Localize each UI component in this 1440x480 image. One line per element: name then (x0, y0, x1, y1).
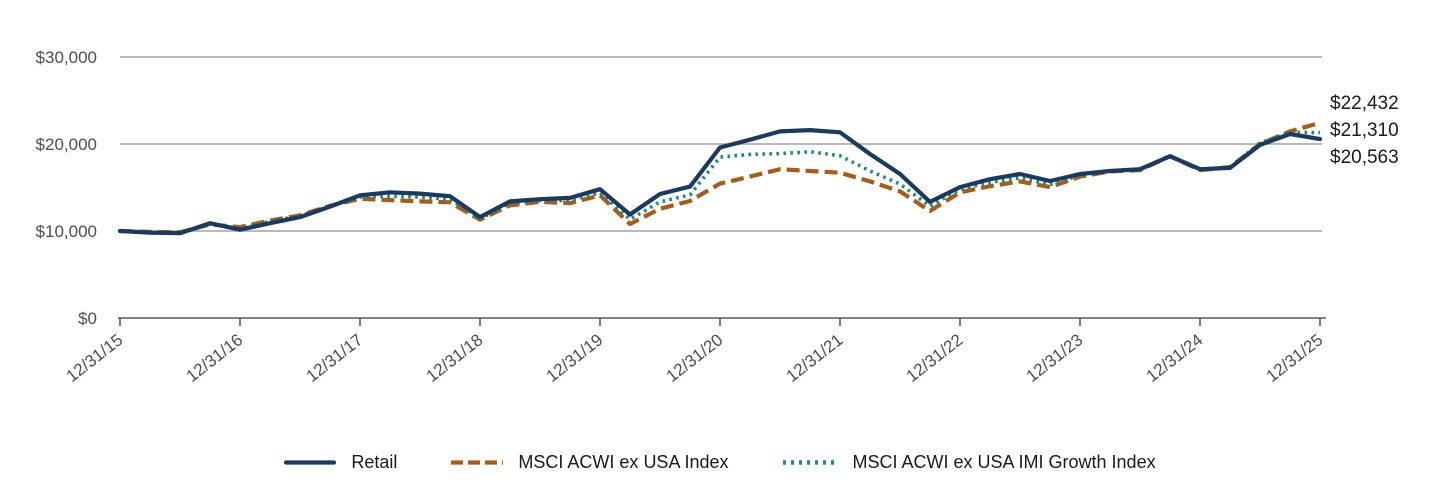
legend-label-retail: Retail (351, 451, 398, 472)
x-axis-tick-label: 12/31/21 (783, 330, 847, 386)
gridlines (120, 56, 1322, 232)
x-axis-tick-label: 12/31/18 (423, 330, 487, 386)
axis-labels: $0 $10,000 $20,000 $30,000 12/31/15 12/31/16 1… (36, 48, 1327, 386)
x-axis-tick-label: 12/31/19 (543, 330, 607, 386)
y-axis-tick-label: $20,000 (36, 135, 97, 154)
msci-acwi-ex-usa-index-line-swatch (451, 459, 504, 465)
msci-acwi-ex-usa-imi-growth-index-line-swatch (782, 459, 838, 465)
end-value-retail: $20,563 (1330, 147, 1399, 168)
end-value-msci-acwi-ex-usa-index: $22,432 (1330, 93, 1399, 114)
legend-label-msci-acwi-ex-usa-imi-growth-index: MSCI ACWI ex USA IMI Growth Index (852, 451, 1156, 472)
y-axis-tick-label: $30,000 (36, 48, 97, 67)
x-axis-tick-label: 12/31/24 (1143, 330, 1207, 386)
legend-label-msci-acwi-ex-usa-index: MSCI ACWI ex USA Index (518, 451, 729, 472)
x-axis-tick-label: 12/31/15 (63, 330, 127, 386)
chart-legend: Retail MSCI ACWI ex USA Index MSCI ACWI … (0, 446, 1440, 478)
x-axis-tick-label: 12/31/22 (903, 330, 967, 386)
end-value-msci-acwi-ex-usa-imi-growth-index: $21,310 (1330, 120, 1399, 141)
legend-item-msci-acwi-ex-usa-index: MSCI ACWI ex USA Index (451, 451, 729, 473)
x-axis-tick-label: 12/31/17 (303, 330, 367, 386)
chart-canvas: $0 $10,000 $20,000 $30,000 12/31/15 12/31/16 1… (36, 48, 1327, 386)
x-axis-tick-label: 12/31/16 (183, 330, 247, 386)
retail-line (117, 128, 1323, 236)
legend-item-msci-acwi-ex-usa-imi-growth-index: MSCI ACWI ex USA IMI Growth Index (782, 451, 1156, 473)
legend-item-retail: Retail (284, 452, 397, 473)
x-axis (118, 317, 1326, 326)
retail-line-swatch (284, 459, 337, 465)
y-axis-tick-label: $0 (78, 309, 97, 328)
y-axis-tick-label: $10,000 (36, 222, 97, 241)
x-axis-tick-label: 12/31/20 (663, 330, 727, 386)
x-axis-tick-label: 12/31/23 (1023, 330, 1087, 386)
x-axis-tick-label: 12/31/25 (1263, 330, 1327, 386)
series-lines (117, 120, 1323, 236)
